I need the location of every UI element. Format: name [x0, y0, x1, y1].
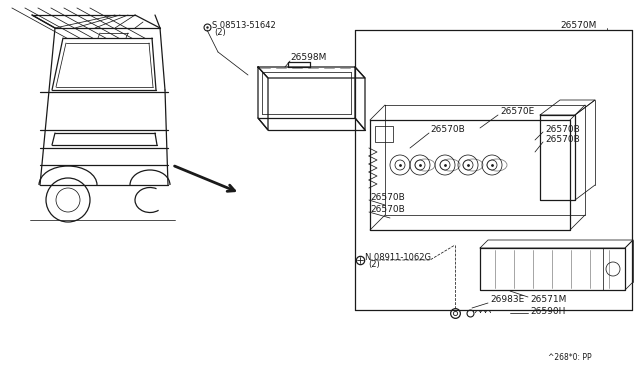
Text: 26571M: 26571M [530, 295, 566, 305]
Text: 26570B: 26570B [545, 135, 580, 144]
Text: 26570E: 26570E [500, 108, 534, 116]
Text: 26570B: 26570B [430, 125, 465, 135]
Text: ^268*0: PP: ^268*0: PP [548, 353, 591, 362]
Bar [375, 126, 393, 142]
Text: 26570B: 26570B [370, 205, 404, 215]
Text: (2): (2) [368, 260, 380, 269]
Text: S 08513-51642: S 08513-51642 [212, 20, 276, 29]
Text: 26983E: 26983E [490, 295, 524, 305]
Text: 26570B: 26570B [370, 193, 404, 202]
Text: N 08911-1062G: N 08911-1062G [365, 253, 431, 262]
Text: 26598M: 26598M [290, 54, 326, 62]
Text: 26590H: 26590H [530, 308, 565, 317]
Text: 26570M: 26570M [560, 20, 596, 29]
Text: (2): (2) [214, 28, 226, 36]
Text: 26570B: 26570B [545, 125, 580, 135]
